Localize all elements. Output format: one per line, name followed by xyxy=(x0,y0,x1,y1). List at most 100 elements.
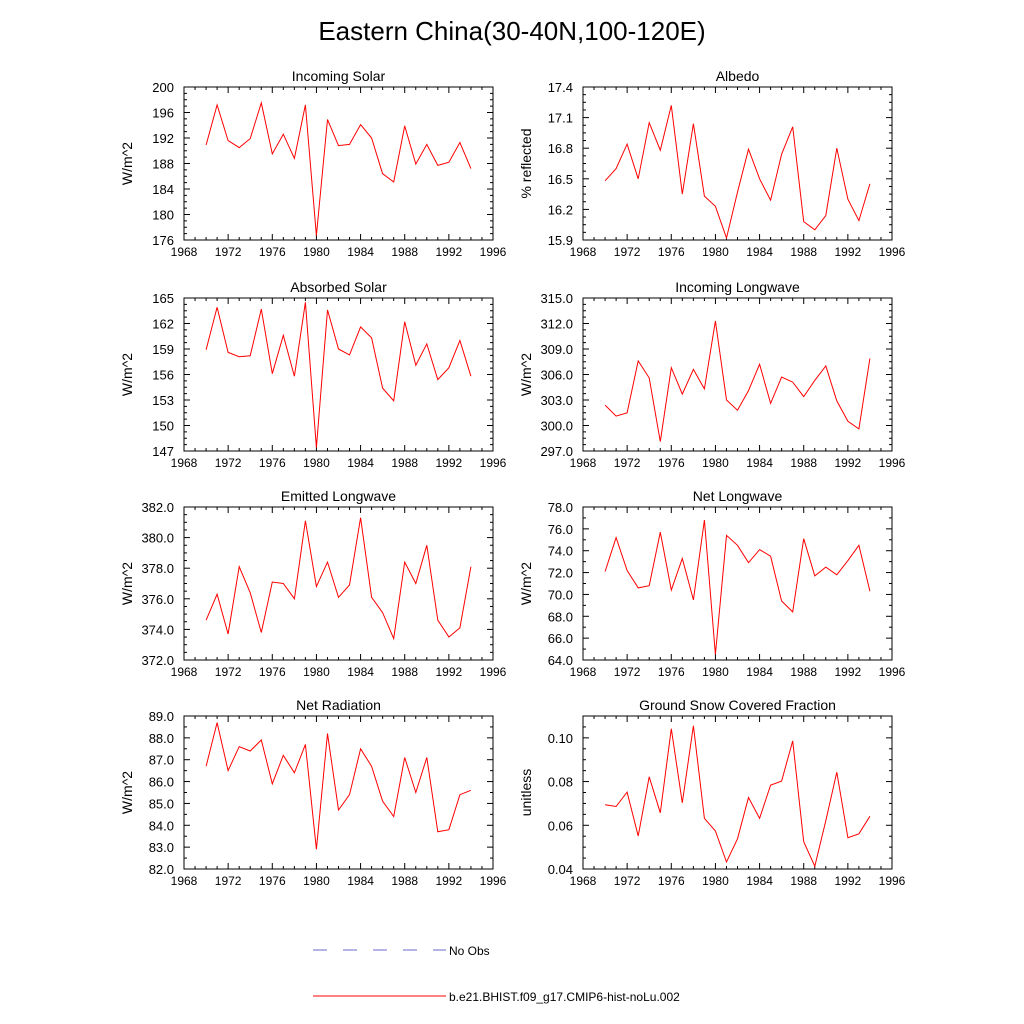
x-tick-label: 1988 xyxy=(391,874,418,888)
y-tick-label: 188 xyxy=(152,157,174,172)
y-tick-label: 70.0 xyxy=(548,587,573,602)
page-title: Eastern China(30-40N,100-120E) xyxy=(318,16,705,46)
panels: Incoming Solar W/m^2 1968 1972 1976 1980 1984 1… xyxy=(119,68,906,888)
legend-label-no-obs: No Obs xyxy=(449,944,490,958)
x-tick-label: 1996 xyxy=(480,874,507,888)
panel-title: Ground Snow Covered Fraction xyxy=(639,697,836,713)
panel-title: Net Longwave xyxy=(693,488,783,504)
y-axis-label: W/m^2 xyxy=(119,562,135,605)
y-tick-label: 68.0 xyxy=(548,609,573,624)
y-tick-label: 300.0 xyxy=(540,419,573,434)
y-tick-label: 376.0 xyxy=(141,592,174,607)
y-tick-label: 306.0 xyxy=(540,368,573,383)
x-tick-label: 1976 xyxy=(658,456,685,470)
y-tick-label: 200 xyxy=(152,80,174,95)
plot-frame xyxy=(183,506,494,661)
x-tick-label: 1972 xyxy=(614,456,641,470)
y-tick-label: 372.0 xyxy=(141,653,174,668)
x-tick-label: 1980 xyxy=(702,245,729,259)
y-axis-label: W/m^2 xyxy=(518,353,534,396)
y-tick-label: 64.0 xyxy=(548,653,573,668)
legend-label-model-run: b.e21.BHIST.f09_g17.CMIP6-hist-noLu.002 xyxy=(449,990,680,1004)
y-tick-label: 74.0 xyxy=(548,544,573,559)
x-tick-label: 1972 xyxy=(614,665,641,679)
x-tick-label: 1968 xyxy=(171,874,198,888)
y-axis-label: W/m^2 xyxy=(119,142,135,185)
y-tick-label: 159 xyxy=(152,342,174,357)
y-tick-label: 147 xyxy=(152,444,174,459)
panel-incoming-longwave: Incoming Longwave W/m^2 1968 1972 1976 1980 19… xyxy=(518,279,906,470)
x-tick-label: 1972 xyxy=(614,245,641,259)
y-tick-label: 192 xyxy=(152,131,174,146)
x-tick-label: 1968 xyxy=(570,456,597,470)
x-tick-label: 1996 xyxy=(879,456,906,470)
x-tick-label: 1984 xyxy=(347,456,374,470)
plot-frame xyxy=(582,715,893,870)
panel-absorbed-solar: Absorbed Solar W/m^2 1968 1972 1976 1980 1984 1… xyxy=(119,279,507,470)
y-tick-label: 66.0 xyxy=(548,631,573,646)
x-tick-label: 1972 xyxy=(215,665,242,679)
x-tick-label: 1980 xyxy=(702,874,729,888)
x-tick-label: 1992 xyxy=(835,874,862,888)
x-tick-label: 1976 xyxy=(259,874,286,888)
x-tick-label: 1984 xyxy=(347,245,374,259)
x-tick-label: 1980 xyxy=(702,665,729,679)
y-tick-label: 83.0 xyxy=(149,840,174,855)
legend-item-no-obs: No Obs xyxy=(313,944,490,958)
x-tick-label: 1968 xyxy=(171,665,198,679)
y-tick-label: 184 xyxy=(152,182,174,197)
y-tick-label: 84.0 xyxy=(149,818,174,833)
plot-frame xyxy=(183,86,494,241)
x-tick-label: 1984 xyxy=(347,665,374,679)
x-tick-label: 1992 xyxy=(835,665,862,679)
y-tick-label: 165 xyxy=(152,291,174,306)
x-tick-label: 1976 xyxy=(259,245,286,259)
series-line-incoming-longwave xyxy=(604,320,871,442)
x-tick-label: 1980 xyxy=(303,665,330,679)
plot-frame xyxy=(183,297,494,452)
x-tick-label: 1988 xyxy=(790,456,817,470)
x-tick-label: 1976 xyxy=(259,456,286,470)
y-tick-label: 88.0 xyxy=(149,731,174,746)
y-tick-label: 150 xyxy=(152,419,174,434)
x-tick-label: 1976 xyxy=(658,665,685,679)
y-tick-label: 297.0 xyxy=(540,444,573,459)
x-tick-label: 1988 xyxy=(790,874,817,888)
y-axis-label: unitless xyxy=(518,769,534,816)
x-tick-label: 1972 xyxy=(215,874,242,888)
y-tick-label: 309.0 xyxy=(540,342,573,357)
y-tick-label: 15.9 xyxy=(548,233,573,248)
x-tick-label: 1968 xyxy=(171,456,198,470)
y-tick-label: 85.0 xyxy=(149,796,174,811)
panel-net-radiation: Net Radiation W/m^2 1968 1972 1976 1980 1984 19… xyxy=(119,697,507,888)
y-axis-label: % reflected xyxy=(518,128,534,198)
series-line-incoming-solar xyxy=(205,100,472,236)
x-tick-label: 1988 xyxy=(790,245,817,259)
x-tick-label: 1984 xyxy=(746,874,773,888)
x-tick-label: 1968 xyxy=(570,245,597,259)
series-line-albedo xyxy=(604,105,871,240)
panel-net-longwave: Net Longwave W/m^2 1968 1972 1976 1980 1984 198… xyxy=(518,488,906,679)
panel-emitted-longwave: Emitted Longwave W/m^2 1968 1972 1976 1980 198… xyxy=(119,488,507,679)
y-tick-label: 76.0 xyxy=(548,522,573,537)
y-tick-label: 0.06 xyxy=(548,818,573,833)
y-tick-label: 374.0 xyxy=(141,622,174,637)
x-tick-label: 1992 xyxy=(436,245,463,259)
y-tick-label: 16.8 xyxy=(548,141,573,156)
x-tick-label: 1976 xyxy=(658,874,685,888)
panel-title: Incoming Longwave xyxy=(675,279,800,295)
y-tick-label: 89.0 xyxy=(149,709,174,724)
series-line-emitted-longwave xyxy=(205,517,472,641)
x-tick-label: 1996 xyxy=(879,665,906,679)
y-tick-label: 78.0 xyxy=(548,500,573,515)
y-tick-label: 72.0 xyxy=(548,566,573,581)
y-tick-label: 16.5 xyxy=(548,172,573,187)
y-tick-label: 86.0 xyxy=(149,775,174,790)
panel-title: Emitted Longwave xyxy=(281,488,396,504)
y-tick-label: 17.4 xyxy=(548,80,573,95)
x-tick-label: 1996 xyxy=(879,874,906,888)
y-tick-label: 315.0 xyxy=(540,291,573,306)
series-line-ground-snow-covered-fraction xyxy=(605,725,871,868)
legend: No Obs b.e21.BHIST.f09_g17.CMIP6-hist-no… xyxy=(313,944,680,1004)
y-tick-label: 378.0 xyxy=(141,561,174,576)
